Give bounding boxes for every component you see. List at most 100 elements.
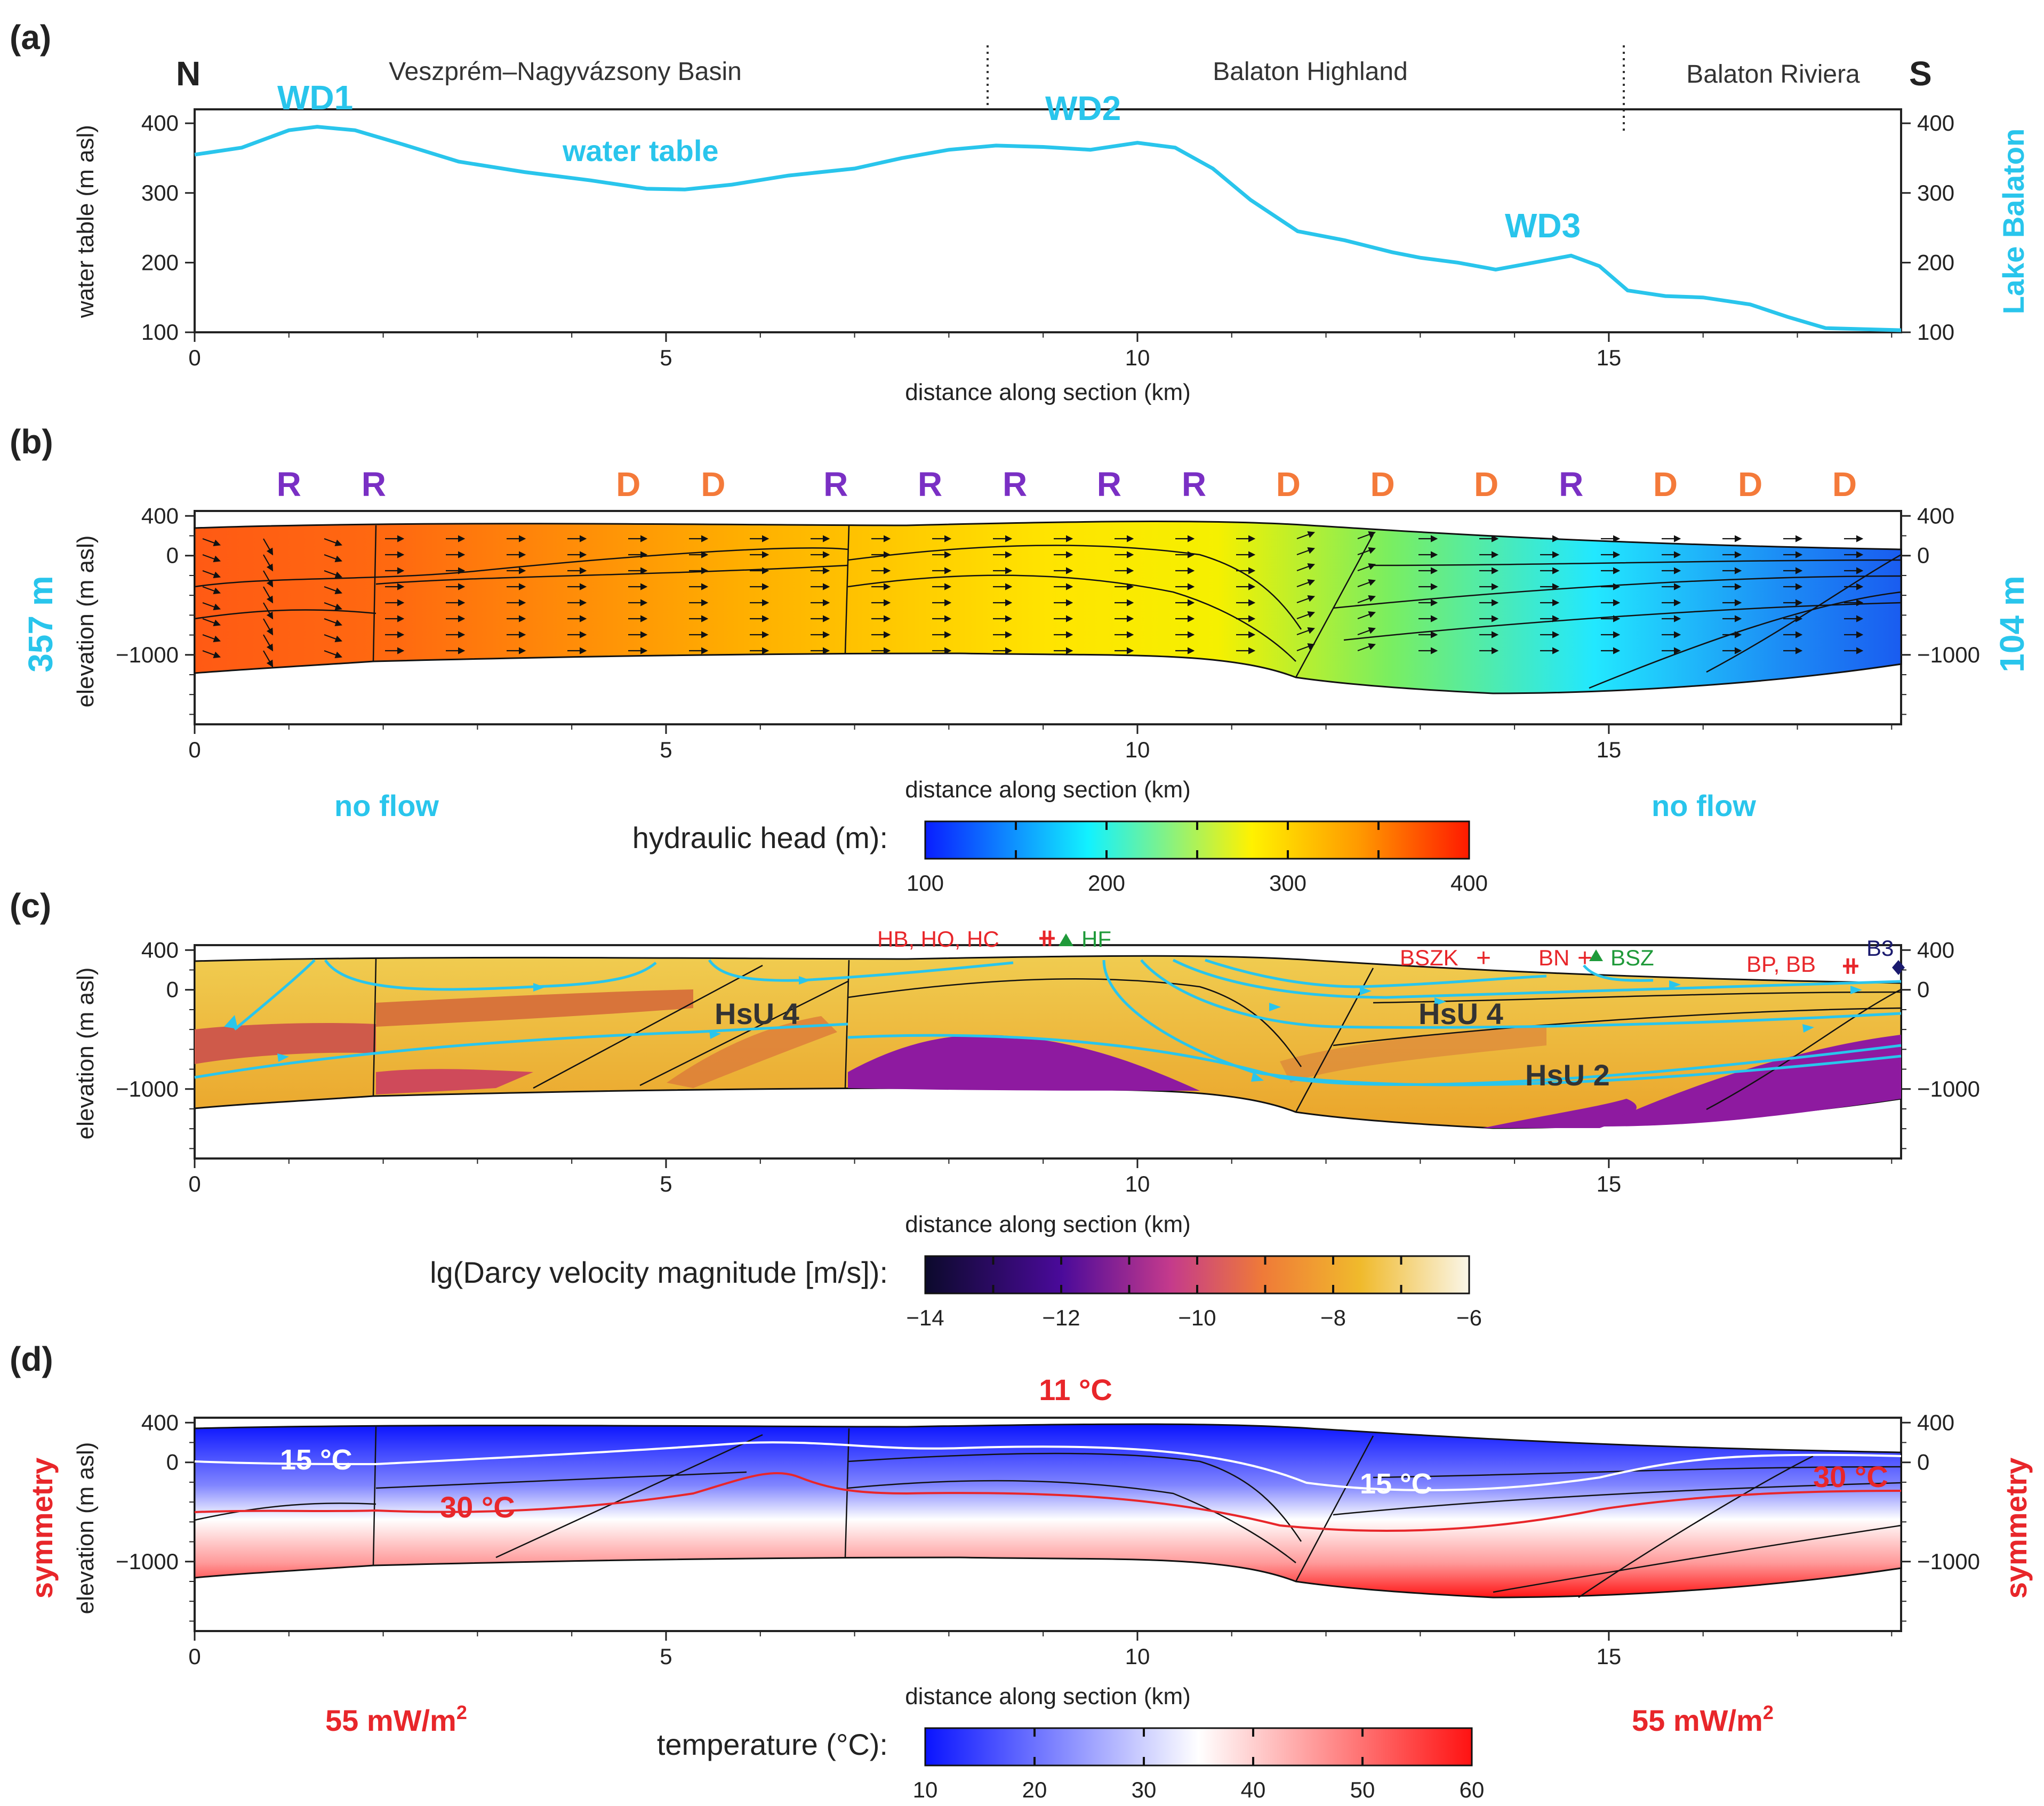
panel-d: (d) 11 °C 15 °C 15 °C 30 °C 30 °C 0 5 10 15… (10, 1340, 2033, 1802)
bszk-marker: + (1476, 944, 1491, 972)
recharge-marker: R (1182, 465, 1206, 504)
x-tick-label: 15 (1597, 1171, 1622, 1196)
flow-vector (324, 538, 343, 547)
colorbar-tick-label: −10 (1178, 1305, 1216, 1330)
flow-vector (324, 602, 343, 611)
flow-vector (202, 538, 221, 547)
discharge-marker: D (701, 465, 725, 504)
y-tick-label: 400 (141, 503, 179, 528)
discharge-marker: D (1738, 465, 1762, 504)
y-tick-label-right: 400 (1917, 503, 1954, 528)
flow-vector (1296, 627, 1316, 636)
colorbar-tick-label: 30 (1132, 1777, 1157, 1802)
lake-balaton-label: Lake Balaton (1997, 129, 2030, 315)
right-heat-flow-exp: 2 (1763, 1701, 1774, 1723)
recharge-marker: R (1003, 465, 1027, 504)
colorbar-tick-label: 50 (1350, 1777, 1375, 1802)
flow-vector (1296, 547, 1316, 556)
flow-vector (1296, 611, 1316, 620)
site-hb-marker: ⧺ (1037, 925, 1057, 951)
right-heat-flow-label: 55 mW/m2 (1632, 1701, 1774, 1737)
axis-ticks-a: 0 5 10 15 100 100 200 200 300 300 400 400 (141, 110, 1954, 370)
flow-vector (1296, 531, 1316, 540)
y-tick-label: −1000 (116, 1549, 179, 1574)
y-tick-label-right: 400 (1917, 937, 1954, 962)
flow-vector (263, 538, 274, 556)
water-table-label: water table (562, 134, 719, 167)
head-colorbar-ticks: 100 200 300 400 (907, 821, 1488, 896)
flow-vector (263, 570, 274, 588)
x-tick-label: 0 (188, 1171, 201, 1196)
y-tick-label-right: 400 (1917, 1410, 1954, 1435)
flow-vector (324, 554, 343, 563)
colorbar-tick-label: 20 (1022, 1777, 1047, 1802)
discharge-marker: D (1474, 465, 1498, 504)
panel-d-label: (d) (10, 1340, 53, 1378)
bn-marker: + (1577, 944, 1592, 972)
bp-bb-marker: ⧺ (1841, 953, 1861, 979)
x-tick-label: 5 (660, 1171, 672, 1196)
flow-vector (263, 634, 274, 652)
flow-vector (1357, 643, 1376, 652)
right-head-label: 104 m (1993, 576, 2031, 672)
geology-lines-b (194, 525, 1902, 689)
left-head-label: 357 m (21, 576, 60, 672)
y-tick-label: 0 (166, 543, 179, 568)
flow-vector (1357, 563, 1376, 572)
flowlines (194, 958, 1902, 1086)
site-bszk: BSZK (1400, 945, 1458, 970)
recharge-marker: R (277, 465, 301, 504)
x-tick-label: 10 (1125, 345, 1150, 370)
flow-vector (202, 602, 221, 611)
right-no-flow-label: no flow (1652, 789, 1756, 822)
x-tick-label: 15 (1597, 1644, 1622, 1669)
north-label: N (176, 54, 201, 93)
y-axis-title-b: elevation (m asl) (73, 536, 99, 708)
y-axis-title-c: elevation (m asl) (73, 968, 99, 1140)
y-tick-label-right: 0 (1917, 543, 1929, 568)
site-hb-ho-hc: HB, HO, HC (877, 926, 999, 952)
flow-vector (202, 554, 221, 563)
flow-vector (324, 634, 343, 643)
isotherm-15 (194, 1441, 1902, 1491)
region-balaton-highland: Balaton Highland (1213, 58, 1408, 86)
flow-vector (202, 650, 221, 659)
region-veszprem: Veszprém–Nagyvázsony Basin (389, 58, 742, 86)
y-tick-label: 0 (166, 977, 179, 1002)
darcy-colorbar-title: lg(Darcy velocity magnitude [m/s]): (430, 1256, 888, 1289)
south-label: S (1909, 54, 1932, 93)
left-heat-flow-value: 55 mW/m (325, 1704, 456, 1737)
colorbar-tick-label: 10 (913, 1777, 938, 1802)
flow-vector (1296, 643, 1316, 652)
site-hf: HF (1081, 926, 1111, 952)
recharge-marker: R (918, 465, 942, 504)
flow-vector (324, 586, 343, 595)
site-bn: BN (1538, 945, 1569, 970)
axis-ticks-b: 0 5 10 15 400 400 0 0 −1000 −1000 (116, 503, 1980, 762)
recharge-marker: R (823, 465, 848, 504)
temperature-colorbar-ticks: 10 20 30 40 50 60 (913, 1728, 1485, 1802)
colorbar-tick-label: −14 (906, 1305, 944, 1330)
hf-triangle-icon (1059, 933, 1073, 946)
site-bp-bb: BP, BB (1746, 952, 1816, 977)
colorbar-tick-label: 60 (1460, 1777, 1485, 1802)
left-heat-flow-label: 55 mW/m2 (325, 1701, 467, 1737)
flow-vector (324, 650, 343, 659)
y-tick-label-right: 400 (1917, 110, 1954, 135)
recharge-marker: R (1097, 465, 1121, 504)
colorbar-tick-label: 40 (1241, 1777, 1266, 1802)
head-section (194, 521, 1902, 694)
x-tick-label: 10 (1125, 1644, 1150, 1669)
plot-frame-a (194, 108, 1902, 333)
flow-vector (202, 618, 221, 627)
discharge-marker: D (1276, 465, 1301, 504)
isotherm-30-label-right: 30 °C (1813, 1460, 1888, 1493)
x-tick-label: 5 (660, 1644, 672, 1669)
flow-vector (263, 650, 274, 668)
water-table-line (194, 125, 1902, 332)
left-symmetry-label: symmetry (25, 1458, 59, 1599)
y-tick-label-right: −1000 (1917, 1549, 1980, 1574)
flow-vector (1296, 579, 1316, 588)
